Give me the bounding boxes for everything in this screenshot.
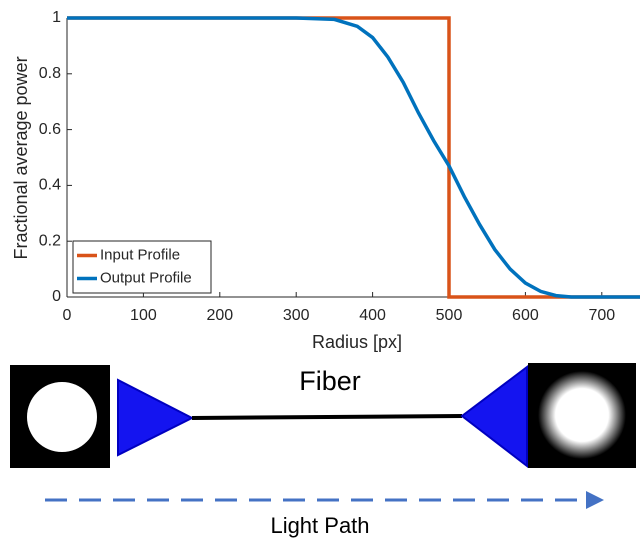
x-tick-label: 100	[130, 307, 157, 324]
y-tick-label: 0.2	[39, 232, 61, 249]
output-spot	[538, 371, 626, 459]
x-tick-label: 600	[512, 307, 539, 324]
y-tick-label: 0.6	[39, 121, 61, 138]
diagram: Fiber Light Path	[10, 363, 636, 538]
x-tick-label: 500	[436, 307, 463, 324]
x-tick-label: 300	[283, 307, 310, 324]
legend-label: Input Profile	[100, 246, 180, 263]
legend-label: Output Profile	[100, 269, 192, 286]
input-spot	[27, 382, 97, 452]
fiber-label: Fiber	[299, 366, 361, 396]
y-tick-label: 0.4	[39, 177, 61, 194]
fiber	[191, 414, 463, 420]
legend-box	[72, 240, 212, 294]
series-line	[67, 16, 640, 299]
x-tick-label: 400	[359, 307, 386, 324]
output-coupler	[460, 364, 528, 469]
y-axis-label: Fractional average power	[11, 56, 31, 259]
x-axis-label: Radius [px]	[312, 332, 402, 352]
y-tick-label: 1	[52, 9, 61, 26]
y-tick-label: 0.8	[39, 65, 61, 82]
input-coupler	[117, 378, 195, 457]
plot: 0 100 200 300 400 500 600 700 0 0.2 0.4 0.6 0.8 1 Inpu…	[39, 9, 640, 324]
y-tick-label: 0	[52, 288, 61, 305]
arrow-head	[586, 491, 604, 509]
light-path-label: Light Path	[270, 513, 369, 538]
x-tick-label: 0	[63, 307, 72, 324]
x-tick-label: 700	[588, 307, 615, 324]
x-tick-label: 200	[206, 307, 233, 324]
